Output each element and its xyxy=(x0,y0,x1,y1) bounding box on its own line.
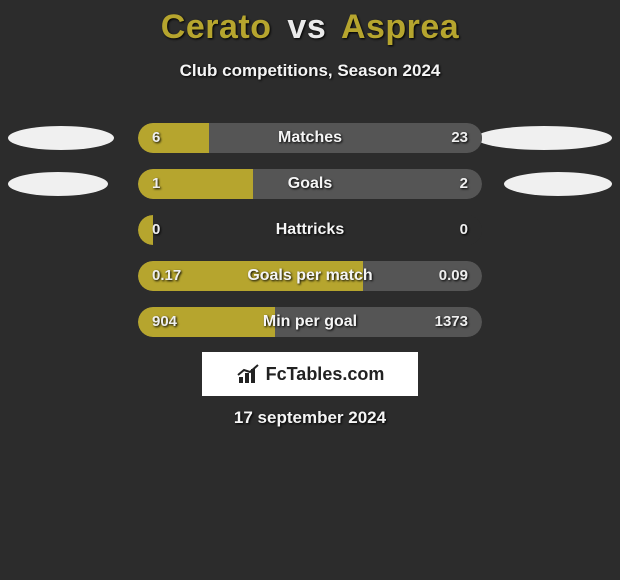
stat-row-matches: 6 23 Matches xyxy=(0,123,620,153)
logo-box: FcTables.com xyxy=(202,352,418,396)
logo-inner: FcTables.com xyxy=(236,363,385,385)
metric-label: Hattricks xyxy=(0,215,620,245)
stat-row-hattricks: 0 0 Hattricks xyxy=(0,215,620,245)
stat-row-goals: 1 2 Goals xyxy=(0,169,620,199)
metric-label: Matches xyxy=(0,123,620,153)
logo-text: FcTables.com xyxy=(266,364,385,385)
subtitle: Club competitions, Season 2024 xyxy=(0,61,620,81)
metric-label: Goals xyxy=(0,169,620,199)
chart-icon xyxy=(236,363,262,385)
stat-row-gpm: 0.17 0.09 Goals per match xyxy=(0,261,620,291)
stat-row-mpg: 904 1373 Min per goal xyxy=(0,307,620,337)
metric-label: Goals per match xyxy=(0,261,620,291)
title-vs: vs xyxy=(287,8,326,46)
title-player2: Asprea xyxy=(341,8,459,46)
page-title: Cerato vs Asprea xyxy=(0,0,620,47)
title-player1: Cerato xyxy=(161,8,272,46)
root: Cerato vs Asprea Club competitions, Seas… xyxy=(0,0,620,580)
date-text: 17 september 2024 xyxy=(0,408,620,428)
metric-label: Min per goal xyxy=(0,307,620,337)
